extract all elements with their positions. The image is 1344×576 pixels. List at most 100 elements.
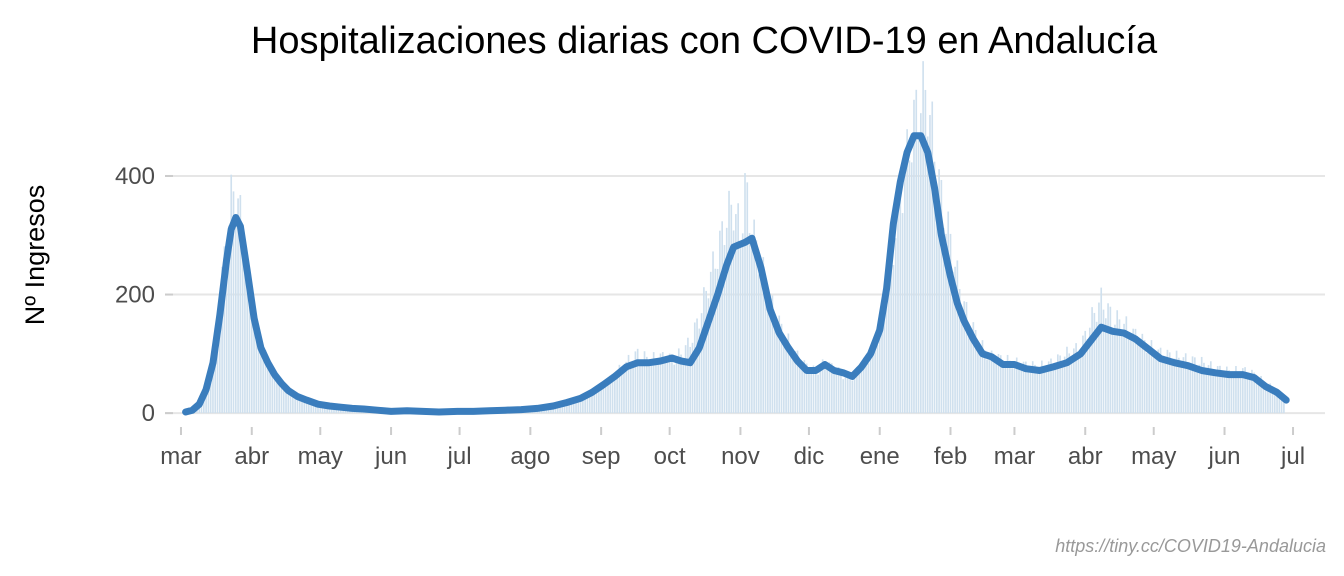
bar — [244, 269, 246, 414]
bar — [1018, 366, 1020, 414]
bar — [1271, 389, 1274, 414]
bar — [1116, 310, 1119, 414]
bar — [614, 378, 616, 414]
bar — [1036, 372, 1039, 414]
bar — [814, 370, 817, 414]
bar — [1130, 340, 1132, 414]
bar — [575, 399, 577, 414]
bar — [691, 342, 694, 414]
bar — [1120, 333, 1123, 414]
bar — [1031, 361, 1034, 414]
bar — [657, 363, 660, 414]
x-tick-label: sep — [582, 443, 621, 470]
bar — [607, 383, 609, 414]
bar — [1171, 362, 1173, 414]
bar — [1123, 323, 1125, 414]
bar — [716, 268, 719, 414]
bar — [1239, 375, 1242, 414]
bar — [739, 241, 742, 414]
bar — [1264, 386, 1267, 414]
bar — [671, 357, 673, 414]
bar — [1111, 327, 1114, 414]
x-tick-label: may — [298, 443, 343, 470]
bar — [312, 402, 315, 414]
bar — [266, 364, 269, 414]
bar — [1061, 363, 1064, 414]
bar — [945, 233, 947, 414]
bar — [901, 213, 904, 414]
bar — [645, 356, 648, 414]
bar — [773, 320, 776, 414]
bar — [604, 384, 607, 414]
bar — [924, 89, 927, 414]
bar — [285, 391, 287, 414]
bar — [554, 406, 557, 414]
bar — [805, 363, 808, 414]
bar — [328, 406, 331, 414]
bar — [1127, 331, 1130, 414]
bar — [234, 214, 237, 414]
y-axis-ticks: 0 200 400 — [115, 163, 173, 427]
bar — [1134, 328, 1137, 414]
bar — [696, 318, 698, 414]
bar — [851, 380, 854, 414]
bar — [561, 403, 564, 414]
bar — [212, 351, 214, 414]
bar — [1205, 370, 1208, 414]
bar — [1196, 367, 1198, 414]
bar — [753, 219, 755, 414]
bar — [942, 227, 945, 414]
bar — [636, 348, 639, 414]
bar — [990, 350, 993, 414]
bar — [584, 394, 586, 414]
bar — [869, 355, 872, 414]
x-tick-label: abr — [1068, 443, 1103, 470]
bar — [1075, 343, 1077, 414]
bar — [1139, 344, 1141, 414]
bar — [625, 361, 628, 414]
bar — [917, 135, 920, 414]
bar — [1143, 340, 1146, 414]
bar — [632, 363, 634, 414]
bar — [1219, 365, 1221, 414]
bar — [310, 403, 312, 414]
bar — [938, 169, 940, 414]
bar — [963, 301, 966, 414]
bar — [230, 174, 233, 414]
y-tick-label: 200 — [115, 282, 155, 309]
bar — [764, 285, 767, 414]
bar — [1009, 360, 1011, 414]
bar — [830, 363, 833, 414]
bar — [867, 363, 870, 414]
bar — [1109, 306, 1112, 414]
bar — [1157, 349, 1160, 414]
bar — [853, 371, 856, 414]
bar — [728, 190, 730, 414]
bar — [1022, 361, 1025, 414]
bar — [1086, 339, 1089, 414]
bar — [675, 357, 678, 414]
bar — [664, 362, 666, 414]
bar — [986, 359, 988, 414]
bar — [922, 61, 924, 414]
bar — [1152, 350, 1155, 414]
bar — [776, 326, 778, 414]
bar — [1082, 335, 1084, 414]
bar — [933, 161, 936, 414]
bar — [271, 368, 274, 414]
bar — [844, 375, 847, 414]
bar — [1052, 366, 1055, 414]
bar — [668, 353, 671, 414]
bar — [278, 382, 280, 414]
bar — [999, 355, 1002, 414]
bar — [1025, 361, 1027, 414]
bar — [915, 89, 918, 414]
bar — [221, 266, 223, 414]
bar — [778, 315, 781, 414]
x-tick-label: jul — [447, 443, 472, 470]
bar — [602, 381, 605, 414]
bar — [698, 328, 701, 414]
bar — [798, 362, 801, 414]
bar — [1011, 368, 1013, 414]
bar — [981, 340, 984, 414]
